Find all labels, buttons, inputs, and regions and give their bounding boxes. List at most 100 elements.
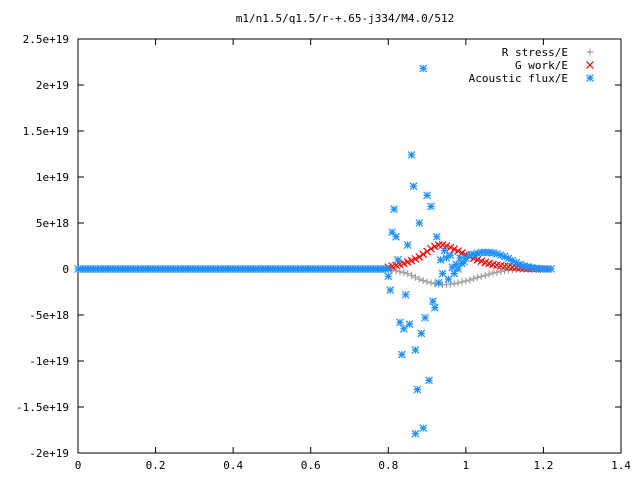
data-point (428, 297, 437, 306)
data-point-d2 (508, 256, 517, 265)
y-tick-label: -1e+19 (29, 355, 69, 368)
data-point (415, 219, 424, 227)
data-point-d2 (421, 313, 430, 322)
data-point-d2 (401, 290, 410, 299)
data-point (384, 272, 393, 281)
data-point-d2 (428, 297, 437, 306)
data-point (394, 255, 402, 264)
data-point (390, 205, 399, 214)
data-point-d2 (411, 254, 420, 263)
data-point-d2 (512, 258, 521, 267)
data-point-d2 (415, 219, 424, 227)
data-point (481, 271, 489, 279)
data-point (421, 313, 430, 322)
data-point-d2 (425, 376, 433, 385)
data-point-d2 (473, 255, 482, 264)
x-axis: 0 0.2 0.4 0.6 0.8 1 1.2 1.4 (75, 39, 631, 472)
data-point-d2 (527, 263, 536, 272)
data-point (466, 276, 474, 284)
data-point (404, 270, 412, 278)
data-point-d2 (446, 251, 455, 260)
data-point-d2 (492, 249, 501, 258)
data-point (413, 385, 422, 394)
y-tick-label: 5e+18 (36, 217, 69, 230)
data-point (427, 279, 435, 287)
data-point-d2 (405, 320, 414, 329)
data-point-d2 (535, 264, 544, 273)
chart-title: m1/n1.5/q1.5/r-+.65-j334/M4.0/512 (236, 12, 455, 25)
data-point (470, 275, 478, 283)
data-point (423, 247, 431, 256)
data-point (395, 318, 404, 327)
data-point (436, 255, 445, 264)
data-point-d2 (434, 278, 443, 287)
data-point (415, 275, 423, 283)
data-point-d2 (500, 252, 509, 261)
data-point-d2 (423, 191, 431, 200)
data-point-d2 (417, 329, 426, 338)
data-point (411, 429, 420, 438)
data-point (392, 267, 400, 275)
data-point (407, 150, 416, 159)
data-point (411, 254, 420, 263)
data-point (454, 279, 462, 287)
data-point-d2 (399, 324, 408, 333)
data-point-d2 (409, 182, 418, 191)
y-tick-label: 1.5e+19 (23, 125, 69, 138)
data-point-d2 (432, 232, 441, 241)
data-point-d2 (411, 429, 420, 438)
data-point (409, 182, 418, 191)
data-point (397, 350, 406, 359)
data-point (400, 269, 408, 277)
x-tick-label: 0.8 (378, 459, 398, 472)
data-point (403, 241, 412, 250)
data-point (477, 272, 485, 280)
data-point (434, 278, 443, 287)
data-point (417, 329, 426, 338)
data-point-d2 (388, 228, 397, 237)
data-point (446, 243, 455, 252)
data-point (405, 320, 414, 329)
series-2 (74, 64, 556, 438)
plot-frame (77, 38, 622, 454)
data-point-d2 (492, 261, 501, 270)
data-point-d2 (500, 262, 509, 271)
data-point-d2 (523, 262, 532, 271)
y-tick-label: 1e+19 (36, 171, 69, 184)
data-point-d2 (427, 202, 435, 211)
data-point-d2 (520, 261, 528, 270)
x-tick-label: 0.6 (301, 459, 321, 472)
data-point-d2 (446, 243, 455, 252)
data-point-d2 (504, 262, 513, 271)
data-point-d2 (384, 272, 393, 281)
data-point (446, 251, 455, 260)
legend-marker-d2 (586, 74, 594, 82)
data-point (396, 268, 404, 276)
legend-marker-d2 (586, 61, 594, 69)
data-point-d2 (419, 424, 428, 433)
y-tick-label: 2e+19 (36, 79, 69, 92)
data-point (415, 253, 424, 261)
data-point-d2 (392, 232, 400, 241)
data-point-d2 (395, 318, 404, 327)
y-tick-label: 0 (62, 263, 69, 276)
data-point-d2 (496, 251, 505, 260)
data-point (419, 64, 428, 73)
data-point-d2 (516, 260, 525, 269)
data-point-d2 (419, 64, 428, 73)
legend-label: G work/E (515, 59, 568, 72)
data-point-d2 (485, 248, 494, 257)
x-tick-label: 0 (75, 459, 82, 472)
data-point (485, 270, 493, 278)
legend-marker (586, 74, 594, 82)
data-point (427, 202, 435, 211)
legend-label: Acoustic flux/E (469, 72, 568, 85)
y-tick-label: -1.5e+19 (16, 401, 69, 414)
data-point (432, 232, 441, 241)
data-point-d2 (413, 385, 422, 394)
data-point (388, 266, 396, 274)
data-point-d2 (452, 260, 461, 269)
data-point (462, 277, 470, 285)
